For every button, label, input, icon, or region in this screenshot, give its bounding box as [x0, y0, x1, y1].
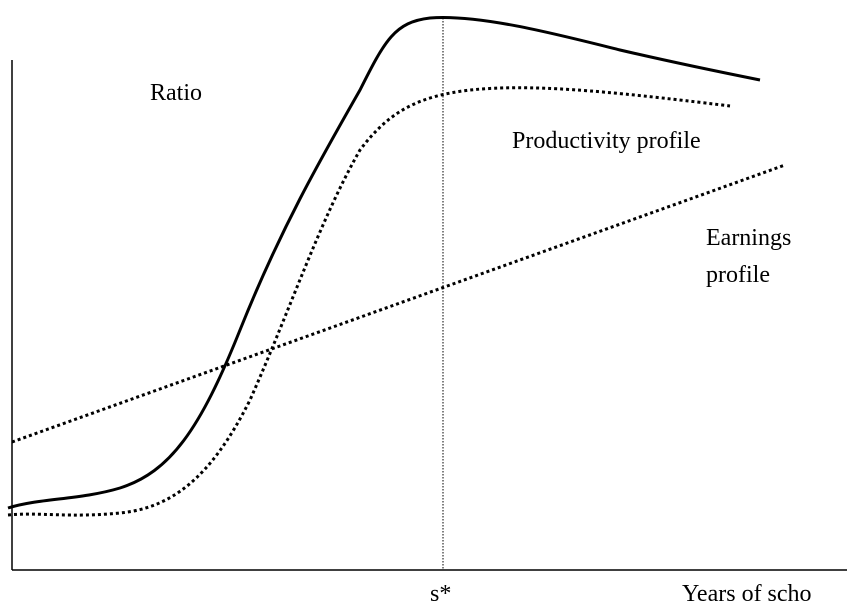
ratio-curve [7, 16, 761, 510]
productivity-curve [7, 86, 731, 517]
s-star-label: s* [430, 581, 451, 607]
y-axis-label: Ratio [150, 80, 202, 106]
x-axis-label: Years of scho [682, 581, 812, 607]
productivity-label: Productivity profile [512, 128, 701, 154]
earnings-label: Earnings [706, 225, 791, 251]
earnings-label: profile [706, 262, 770, 288]
earnings-line [11, 163, 786, 444]
